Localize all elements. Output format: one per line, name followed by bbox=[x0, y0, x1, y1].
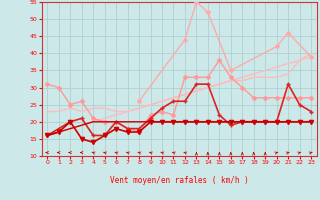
X-axis label: Vent moyen/en rafales ( km/h ): Vent moyen/en rafales ( km/h ) bbox=[110, 176, 249, 185]
